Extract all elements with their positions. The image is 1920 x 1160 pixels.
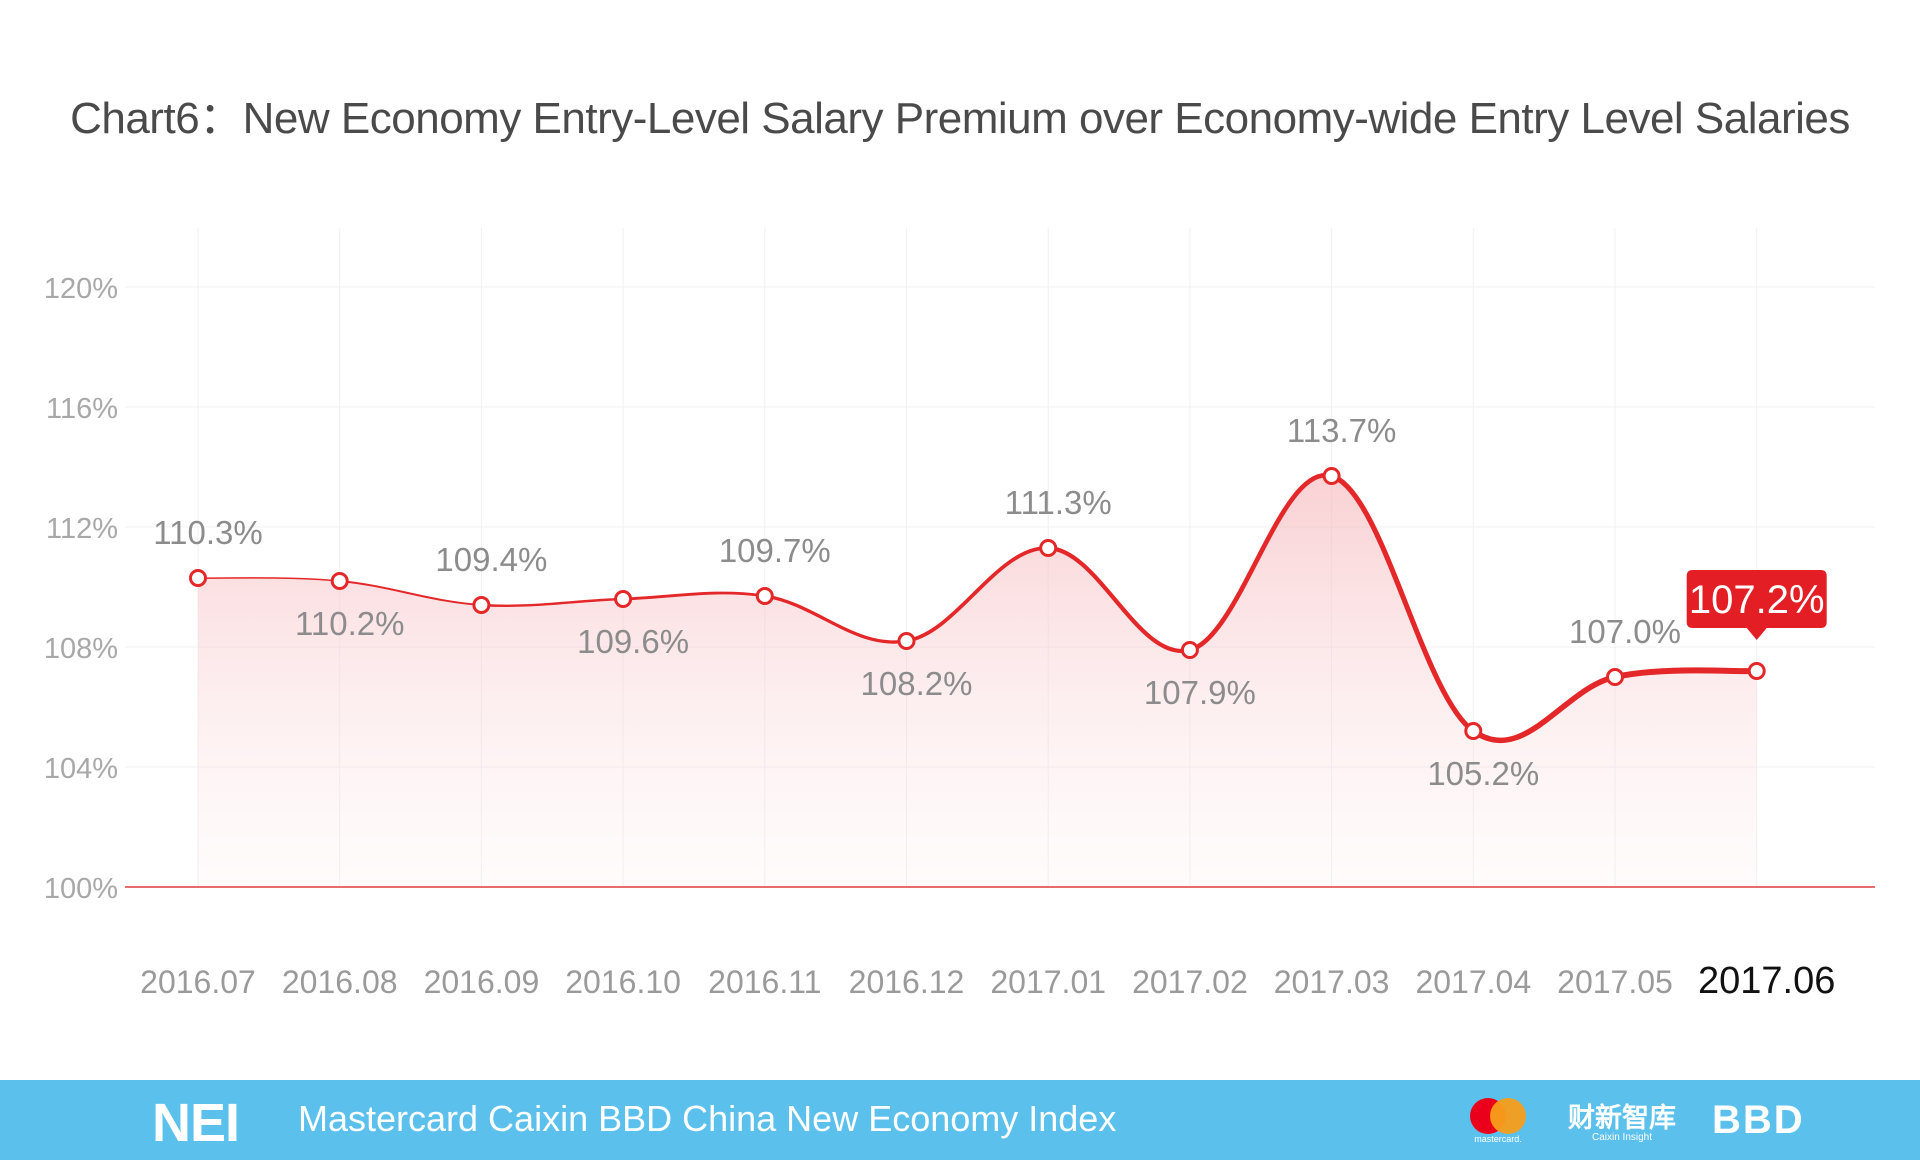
data-label: 109.4% bbox=[435, 541, 547, 578]
footer-bar: NEI Mastercard Caixin BBD China New Econ… bbox=[0, 1080, 1920, 1160]
line-chart: 110.3% 110.2% 109.4% 109.6% 109.7% 108.2% 111.… bbox=[44, 228, 1875, 1002]
data-label: 107.9% bbox=[1144, 674, 1256, 711]
caixin-english-name: Caixin Insight bbox=[1591, 1132, 1653, 1143]
data-label: 109.6% bbox=[577, 623, 689, 660]
y-tick-label: 112% bbox=[46, 513, 118, 545]
x-tick-label: 2017.01 bbox=[990, 964, 1106, 1000]
data-label: 110.3% bbox=[153, 514, 262, 551]
data-label: 110.2% bbox=[295, 605, 404, 642]
data-point bbox=[755, 587, 774, 605]
line-segment bbox=[621, 591, 767, 601]
x-tick-label: 2017.04 bbox=[1415, 964, 1531, 1000]
line-segment bbox=[480, 597, 625, 607]
area-fill bbox=[198, 475, 1757, 887]
y-tick-label: 108% bbox=[44, 633, 118, 665]
y-tick-label: 104% bbox=[44, 753, 118, 785]
mastercard-wordmark: mastercard. bbox=[1474, 1134, 1522, 1144]
data-point bbox=[1606, 668, 1624, 686]
data-point bbox=[472, 596, 491, 614]
x-tick-label: 2016.07 bbox=[140, 964, 256, 1000]
nei-logo: NEI bbox=[152, 1093, 240, 1153]
y-tick-label: 116% bbox=[46, 393, 118, 425]
line-segment bbox=[338, 580, 483, 606]
data-label-highlight: 107.2% bbox=[1689, 578, 1825, 622]
data-label: 113.7% bbox=[1287, 412, 1396, 449]
y-tick-label: 100% bbox=[44, 873, 118, 905]
x-tick-label: 2017.06 bbox=[1698, 960, 1835, 1002]
data-point bbox=[614, 590, 633, 608]
caixin-chinese-name: 财新智库 bbox=[1568, 1103, 1676, 1134]
line-segment bbox=[1329, 473, 1476, 734]
line-segment bbox=[1046, 545, 1192, 654]
data-label: 107.0% bbox=[1569, 613, 1681, 650]
data-point bbox=[1322, 467, 1341, 485]
data-point bbox=[189, 569, 207, 587]
data-point bbox=[897, 632, 916, 650]
line-segment bbox=[197, 577, 341, 582]
x-tick-label: 2017.03 bbox=[1274, 964, 1390, 1000]
footer-index-name: Mastercard Caixin BBD China New Economy … bbox=[298, 1098, 1117, 1139]
x-tick-label: 2016.08 bbox=[282, 964, 398, 1000]
data-label: 111.3% bbox=[1005, 484, 1112, 521]
x-tick-label: 2016.10 bbox=[565, 964, 681, 1000]
data-label: 109.7% bbox=[719, 532, 831, 569]
line-segment bbox=[1470, 674, 1618, 744]
data-point bbox=[1039, 539, 1058, 557]
data-label: 105.2% bbox=[1427, 755, 1539, 792]
x-tick-label: 2016.12 bbox=[849, 964, 965, 1000]
line-segment bbox=[763, 594, 909, 644]
x-tick-label: 2016.11 bbox=[708, 964, 821, 1000]
x-tick-label: 2017.05 bbox=[1557, 964, 1673, 1000]
data-point bbox=[1464, 722, 1483, 740]
line-segment bbox=[904, 546, 1051, 643]
data-point bbox=[1180, 641, 1199, 659]
caixin-insight-logo: 财新智库 Caixin Insight bbox=[1562, 1096, 1682, 1150]
mastercard-yellow-circle bbox=[1490, 1098, 1526, 1134]
x-tick-label: 2017.02 bbox=[1132, 964, 1248, 1000]
line-segment bbox=[1612, 667, 1760, 680]
y-tick-label: 120% bbox=[44, 273, 118, 305]
chart-title: Chart6：New Economy Entry-Level Salary Pr… bbox=[70, 94, 1850, 143]
bbd-logo: BBD bbox=[1712, 1098, 1805, 1142]
data-label: 108.2% bbox=[861, 665, 973, 702]
mastercard-logo: mastercard. bbox=[1466, 1092, 1530, 1154]
line-segment bbox=[1187, 473, 1334, 653]
data-point bbox=[1747, 662, 1766, 680]
x-tick-label: 2016.09 bbox=[424, 964, 540, 1000]
highlight-callout bbox=[1686, 570, 1827, 640]
data-point bbox=[330, 572, 349, 590]
